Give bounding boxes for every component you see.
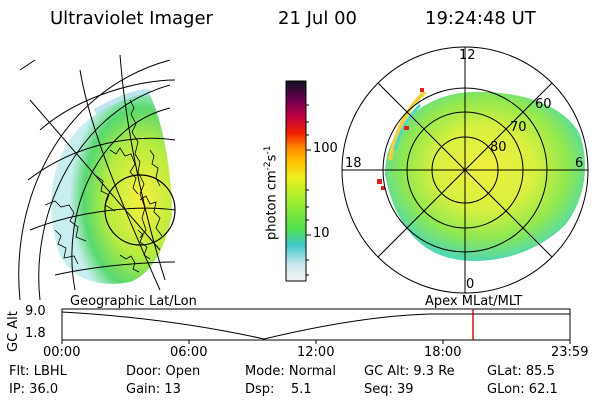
mlt-0-label: 0	[466, 277, 475, 292]
mlt-12-label: 12	[459, 48, 476, 63]
geographic-view	[18, 54, 176, 301]
imager-title: Ultraviolet Imager	[50, 8, 213, 29]
hotspots	[377, 88, 424, 190]
timeline-y-top: 9.0	[25, 304, 46, 319]
lat-60-label: 60	[535, 97, 552, 112]
colorbar-tick-10: 10	[313, 226, 330, 241]
info-filter: Flt: LBHL	[9, 364, 67, 379]
timeline-axis-title: GC Alt	[6, 311, 21, 352]
image-date: 21 Jul 00	[278, 8, 357, 29]
image-time: 19:24:48 UT	[425, 8, 536, 29]
colorbar-unit-label: photon cm-2s-1	[263, 145, 280, 240]
timeline-tick-0600: 06:00	[170, 345, 208, 360]
gc-alt-curve	[61, 311, 570, 340]
aurora-right	[385, 91, 585, 261]
colorbar-tick-100: 100	[313, 141, 338, 156]
info-seq: Seq: 39	[364, 382, 414, 397]
info-glon: GLon: 62.1	[487, 382, 558, 397]
info-gc-alt: GC Alt: 9.3 Re	[364, 364, 455, 379]
timeline-plot	[61, 308, 571, 344]
lat-80-label: 80	[490, 140, 507, 155]
timeline-left-label: Geographic Lat/Lon	[70, 294, 197, 309]
timeline-tick-1800: 18:00	[424, 345, 462, 360]
mlt-18-label: 18	[345, 156, 362, 171]
info-mode: Mode: Normal	[245, 364, 336, 379]
info-glat: GLat: 85.5	[487, 364, 555, 379]
timeline-tick-1200: 12:00	[297, 345, 335, 360]
mlt-6-label: 6	[575, 156, 584, 171]
info-gain: Gain: 13	[126, 382, 181, 397]
timeline-tick-2359: 23:59	[551, 345, 589, 360]
info-dsp: Dsp: 5.1	[245, 382, 312, 397]
timeline-tick-0000: 00:00	[43, 345, 81, 360]
colorbar	[285, 80, 311, 282]
info-door: Door: Open	[126, 364, 201, 379]
timeline-y-bottom: 1.8	[25, 326, 46, 341]
lat-70-label: 70	[510, 120, 527, 135]
polar-plot	[341, 46, 589, 294]
timeline-right-label: Apex MLat/MLT	[425, 294, 523, 309]
info-ip: IP: 36.0	[9, 382, 59, 397]
